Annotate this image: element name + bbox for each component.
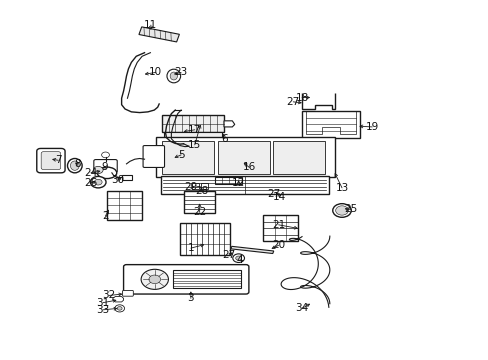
Circle shape <box>117 307 122 310</box>
Polygon shape <box>113 297 123 302</box>
Text: 24: 24 <box>84 168 97 178</box>
Text: 31: 31 <box>96 298 109 308</box>
Circle shape <box>141 269 168 289</box>
Text: 3: 3 <box>187 293 194 303</box>
Circle shape <box>93 166 103 174</box>
Bar <box>191 183 199 189</box>
Circle shape <box>335 206 347 215</box>
Bar <box>263 215 298 241</box>
FancyBboxPatch shape <box>123 265 248 294</box>
Text: 2: 2 <box>102 211 109 221</box>
Bar <box>180 223 229 255</box>
Ellipse shape <box>97 167 117 179</box>
Circle shape <box>232 254 244 262</box>
Bar <box>161 140 213 174</box>
Bar <box>172 270 241 288</box>
Text: 18: 18 <box>295 93 308 103</box>
Text: 17: 17 <box>188 125 201 135</box>
Text: 27: 27 <box>222 250 235 260</box>
Circle shape <box>149 275 160 284</box>
Bar <box>215 177 242 184</box>
Text: 12: 12 <box>231 178 245 188</box>
FancyBboxPatch shape <box>41 152 61 170</box>
Text: 9: 9 <box>101 162 108 172</box>
Text: 4: 4 <box>236 255 243 265</box>
Text: 1: 1 <box>187 243 194 253</box>
Text: 8: 8 <box>74 159 81 169</box>
Text: 10: 10 <box>149 67 162 77</box>
Text: 19: 19 <box>365 122 378 132</box>
FancyBboxPatch shape <box>94 159 117 172</box>
Bar <box>163 132 221 138</box>
Circle shape <box>94 179 102 185</box>
Bar <box>122 175 132 180</box>
Bar <box>160 176 328 194</box>
Circle shape <box>235 256 241 260</box>
Text: 25: 25 <box>344 204 357 215</box>
Text: 11: 11 <box>144 20 157 30</box>
Text: 28: 28 <box>195 186 208 197</box>
Ellipse shape <box>332 204 350 217</box>
Bar <box>183 192 215 213</box>
Circle shape <box>115 305 124 312</box>
Polygon shape <box>295 138 305 141</box>
Polygon shape <box>230 246 273 253</box>
FancyBboxPatch shape <box>122 291 133 296</box>
FancyBboxPatch shape <box>143 145 164 167</box>
Ellipse shape <box>170 72 177 80</box>
Text: 21: 21 <box>271 220 285 230</box>
Text: 23: 23 <box>174 67 187 77</box>
Bar <box>156 137 334 177</box>
Text: 30: 30 <box>111 175 124 185</box>
Polygon shape <box>224 121 234 127</box>
Bar <box>107 191 142 220</box>
Text: 14: 14 <box>272 192 285 202</box>
Ellipse shape <box>166 69 180 83</box>
Text: 7: 7 <box>55 155 61 165</box>
Text: 20: 20 <box>271 240 285 250</box>
Text: 27: 27 <box>266 189 280 199</box>
Text: 13: 13 <box>335 183 348 193</box>
Bar <box>217 140 269 174</box>
Text: 6: 6 <box>221 134 228 144</box>
Text: 5: 5 <box>178 150 184 160</box>
Bar <box>139 27 179 42</box>
Bar <box>161 116 224 132</box>
Bar <box>200 183 207 189</box>
Circle shape <box>102 152 109 158</box>
Text: 34: 34 <box>295 303 308 314</box>
Ellipse shape <box>67 158 82 173</box>
Text: 22: 22 <box>193 207 206 217</box>
Text: 15: 15 <box>188 140 201 150</box>
Ellipse shape <box>70 161 79 170</box>
Text: 26: 26 <box>84 178 97 188</box>
Bar <box>302 111 359 138</box>
Text: 32: 32 <box>102 291 115 301</box>
Text: 29: 29 <box>184 182 197 192</box>
Bar <box>273 140 325 174</box>
Text: 27: 27 <box>286 97 299 107</box>
Text: 33: 33 <box>96 305 109 315</box>
FancyBboxPatch shape <box>37 148 65 173</box>
Circle shape <box>90 176 106 188</box>
Text: 16: 16 <box>242 162 256 172</box>
